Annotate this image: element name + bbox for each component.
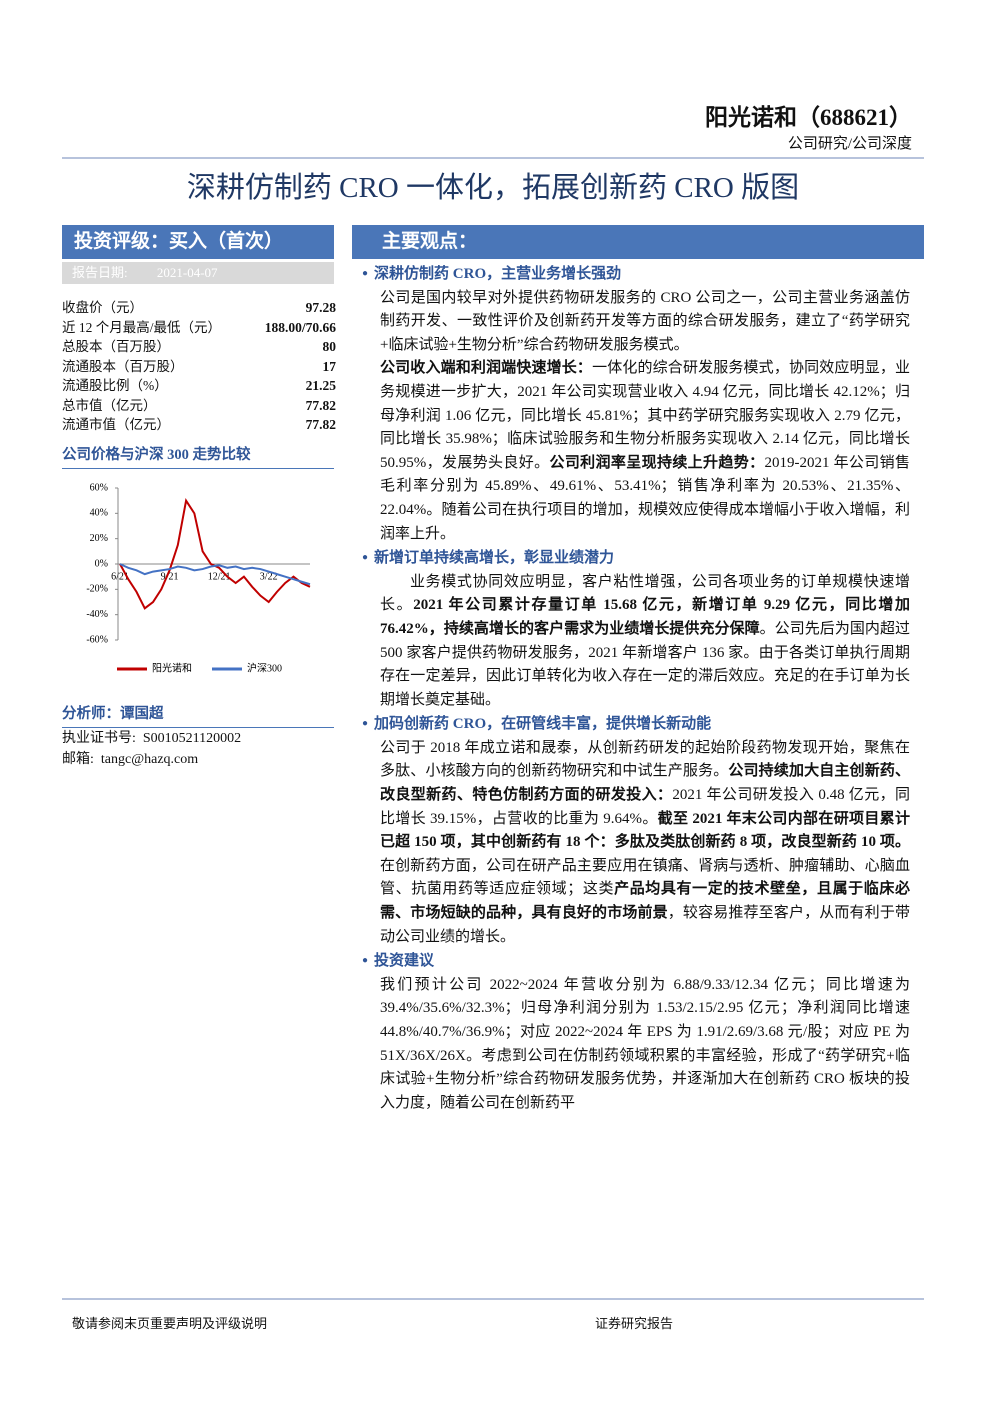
report-title: 深耕仿制药 CRO 一体化，拓展创新药 CRO 版图 [186, 172, 800, 204]
stat-row: 总股本（百万股） 80 [62, 337, 336, 357]
x-tick-label: 6/21 [111, 571, 129, 582]
cert: 执业证书号: S0010521120002 [62, 727, 241, 747]
stat-row: 流通市值（亿元） 77.82 [62, 415, 336, 435]
paragraph: 业务模式协同效应明显，客户粘性增强，公司各项业务的订单规模快速增长。2021 年… [380, 571, 910, 713]
stat-value: 97.28 [305, 300, 336, 315]
paragraph: 公司于 2018 年成立诺和晟泰，从创新药研发的起始阶段药物发现开始，聚焦在多肽… [380, 737, 910, 949]
paragraph: 公司收入端和利润端快速增长：一体化的综合研发服务模式，协同效应明显，业务规模进一… [380, 357, 910, 546]
y-tick-label: 40% [90, 508, 108, 519]
x-tick-label: 12/21 [208, 571, 231, 582]
text-run: 业务模式协同效应明显，客户粘性增强，公司各项业务的订单规模快速增长。 [380, 573, 910, 614]
legend-label: 阳光诺和 [152, 661, 192, 674]
line-series [119, 563, 311, 586]
category: 公司研究/公司深度 [787, 136, 912, 152]
paragraph: 我们预计公司 2022~2024 年营收分别为 6.88/9.33/12.34 … [380, 974, 910, 1116]
paragraph: 公司是国内较早对外提供药物研发服务的 CRO 公司之一，公司主营业务涵盖仿制药开… [380, 287, 910, 358]
cert-number: S0010521120002 [142, 731, 242, 746]
y-tick-label: -20% [86, 584, 108, 595]
cert-label: 执业证书号: [62, 731, 136, 746]
text-run: 公司持续加大自主创新药、改良型新药、特色仿制药方面的研发投入： [380, 763, 910, 804]
stat-value: 21.25 [305, 378, 336, 393]
section-heading: 深耕仿制药 CRO，主营业务增长强劲 [362, 262, 910, 287]
email: 邮箱: tangc@hazq.com [62, 748, 198, 768]
stat-label: 流通股比例（%） [62, 378, 168, 393]
stat-row: 收盘价（元） 97.28 [62, 298, 336, 318]
y-tick-label: 20% [90, 533, 108, 544]
text-run: 公司是国内较早对外提供药物研发服务的 CRO 公司之一，公司主营业务涵盖仿制药开… [380, 289, 910, 353]
rating-banner: 投资评级：买入（首次） [62, 225, 334, 259]
text-run: 公司利润率呈现持续上升趋势： [549, 454, 765, 471]
text-run: 截至 2021 年末公司内部在研项目累计已超 150 项，其中创新药有 18 个… [380, 810, 910, 851]
stat-row: 流通股比例（%） 21.25 [62, 376, 336, 396]
text-run: 2019-2021 年公司销售毛利率分别为 45.89%、49.61%、53.4… [380, 454, 910, 542]
footer-left: 敬请参阅末页重要声明及评级说明 [72, 1316, 268, 1331]
stat-value: 80 [322, 339, 337, 354]
stat-label: 收盘价（元） [62, 300, 143, 315]
text-run: 一体化的综合研发服务模式，协同效应明显，业务规模进一步扩大，2021 年公司实现… [380, 360, 910, 471]
y-tick-label: 0% [95, 558, 108, 569]
legend-label: 沪深300 [247, 661, 282, 674]
stat-value: 77.82 [305, 397, 336, 413]
stat-label: 总市值（亿元） [62, 397, 157, 413]
section-heading: 投资建议 [362, 949, 910, 974]
y-tick-label: -60% [86, 634, 108, 645]
stats-table: 收盘价（元） 97.28 近 12 个月最高/最低（元） 188.00/70.66 总股… [62, 298, 336, 435]
x-tick-label: 9/21 [161, 571, 179, 582]
text-run: 2021 年公司研发投入 0.48 亿元，同比增长 39.15%，占营收的比重为… [380, 787, 910, 827]
section-heading: 加码创新药 CRO，在研管线丰富，提供增长新动能 [362, 712, 910, 737]
email-address: tangc@hazq.com [100, 752, 199, 767]
text-run: 公司于 2018 年成立诺和晟泰，从创新药研发的起始阶段药物发现开始，聚焦在多肽… [380, 739, 910, 780]
main-heading: 主要观点： [352, 225, 924, 259]
text-run: 。公司先后为国内超过 500 家客户提供药物研发服务，2021 年新增客户 13… [380, 620, 910, 708]
y-tick-label: 60% [90, 482, 108, 493]
date: 2021-04-07 [156, 265, 218, 280]
stat-row: 流通股本（百万股） 17 [62, 357, 336, 377]
chart-title: 公司价格与沪深 300 走势比较 [62, 443, 334, 469]
company: 阳光诺和（688621） [705, 105, 912, 130]
stat-row: 近 12 个月最高/最低（元） 188.00/70.66 [62, 318, 336, 338]
chart: 60% 40% 20% 0% -20% -40% -60% 6/21 9/21 12/21 3/22… [86, 482, 311, 674]
text-run: ，较容易推荐至客户，从而有利于带动公司业绩的增长。 [380, 905, 910, 945]
stat-row: 总市值（亿元） 77.82 [62, 396, 336, 416]
text-run: 在创新药方面，公司在研产品主要应用在镇痛、肾病与透析、肿瘤辅助、心脑血管、抗菌用… [380, 857, 910, 898]
section-heading: 新增订单持续高增长，彰显业绩潜力 [362, 546, 910, 571]
stat-label: 流通股本（百万股） [62, 358, 184, 374]
stat-value: 77.82 [305, 417, 336, 432]
line-series [119, 498, 311, 610]
stat-value: 17 [322, 358, 337, 374]
date-label: 报告日期: [72, 265, 128, 280]
stat-label: 流通市值（亿元） [62, 417, 170, 432]
footer-right: 证券研究报告 [595, 1316, 674, 1331]
y-tick-label: -40% [86, 609, 108, 620]
text-run: 公司收入端和利润端快速增长： [380, 360, 593, 377]
email-label: 邮箱: [62, 752, 94, 767]
divider [62, 157, 924, 159]
date-bar: 报告日期: 2021-04-07 [62, 262, 334, 284]
text-run: 产品均具有一定的技术壁垒，且属于临床必需、市场短缺的品种，具有良好的市场前景 [380, 881, 910, 922]
x-tick-label: 3/22 [260, 571, 278, 582]
stat-label: 总股本（百万股） [62, 339, 170, 354]
divider [62, 1298, 924, 1300]
stat-label: 近 12 个月最高/最低（元） [62, 319, 222, 335]
text-run: 我们预计公司 2022~2024 年营收分别为 6.88/9.33/12.34 … [380, 976, 910, 1111]
text-run: 2021 年公司累计存量订单 15.68 亿元，新增订单 9.29 亿元，同比增… [380, 597, 910, 637]
analyst: 分析师：谭国超 [62, 702, 334, 728]
stat-value: 188.00/70.66 [264, 319, 336, 335]
